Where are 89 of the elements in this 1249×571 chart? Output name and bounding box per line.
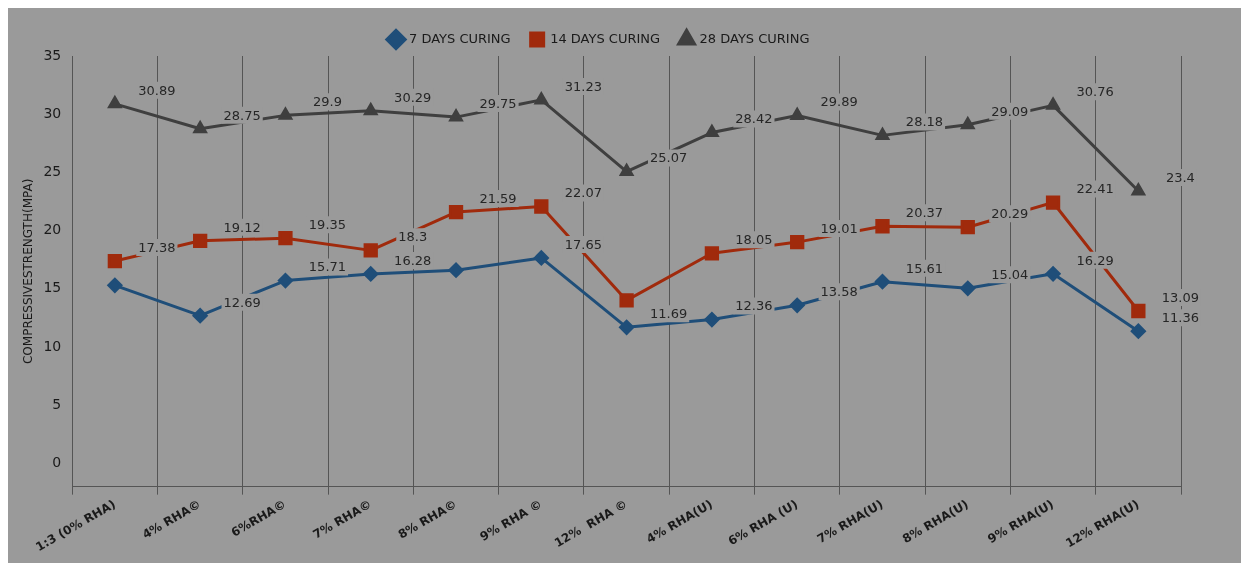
point [789, 297, 805, 313]
data-label: 19.35 [308, 217, 347, 233]
point [704, 246, 720, 261]
legend-label: 7 DAYS CURING [409, 30, 511, 46]
point [875, 219, 890, 234]
y-tick-label: 10 [43, 337, 62, 354]
data-label: 22.41 [1076, 181, 1114, 197]
data-label: 11.69 [650, 306, 688, 322]
data-label: 25.07 [650, 150, 688, 166]
point [448, 262, 464, 278]
data-label: 18.3 [398, 229, 428, 245]
point [534, 92, 549, 105]
x-tick-label: 6% RHA (U) [725, 497, 801, 549]
data-label: 23.4 [1165, 169, 1195, 185]
y-tick-label: 5 [52, 395, 62, 412]
data-label: 20.29 [991, 206, 1029, 222]
data-label: 13.58 [820, 284, 858, 300]
data-label: 17.65 [564, 236, 602, 252]
y-tick-label: 20 [43, 221, 62, 238]
point [961, 117, 975, 130]
y-tick-label: 30 [43, 104, 62, 121]
point [704, 312, 720, 328]
data-label: 16.29 [1076, 252, 1114, 268]
point [192, 233, 208, 248]
y-tick-label: 35 [43, 46, 62, 63]
point [364, 103, 378, 116]
data-label: 12.36 [735, 298, 773, 314]
point [960, 220, 975, 235]
legend-label: 28 DAYS CURING [699, 30, 810, 46]
point [705, 125, 719, 138]
legend-label: 14 DAYS CURING [550, 30, 661, 46]
data-label: 21.59 [479, 190, 517, 206]
y-tick-label: 15 [43, 279, 62, 296]
data-label: 15.04 [991, 267, 1029, 283]
data-label: 12.69 [223, 294, 261, 310]
data-label: 29.75 [479, 95, 517, 111]
data-label: 31.23 [564, 78, 602, 94]
data-label: 29.89 [820, 94, 858, 110]
data-label: 29.9 [312, 94, 342, 110]
x-tick-label: 9% RHA © [477, 497, 545, 544]
point [874, 274, 890, 290]
point [107, 277, 123, 293]
point [449, 109, 463, 122]
point [108, 96, 122, 109]
point [448, 204, 464, 220]
data-label: 15.61 [905, 260, 944, 276]
point [107, 253, 123, 269]
point [534, 199, 549, 214]
point [193, 121, 207, 134]
data-label: 11.36 [1161, 310, 1199, 326]
data-label: 19.01 [820, 220, 858, 236]
data-label: 20.37 [905, 205, 944, 221]
point [790, 107, 804, 120]
data-label: 30.76 [1076, 84, 1114, 100]
data-label: 13.09 [1161, 289, 1199, 305]
point [875, 127, 890, 140]
point [960, 280, 976, 296]
data-label: 19.12 [223, 219, 261, 235]
point [1046, 97, 1060, 110]
point [278, 231, 293, 246]
data-label: 17.38 [138, 239, 176, 255]
y-axis-title: COMPRESSIVESTRENGTH(MPA) [21, 178, 36, 365]
data-label: 29.09 [991, 103, 1029, 119]
point [1045, 195, 1061, 210]
data-label: 18.05 [735, 232, 773, 248]
point [1131, 303, 1146, 319]
point [1130, 323, 1146, 339]
data-label: 16.28 [394, 252, 432, 268]
point [790, 234, 805, 250]
point [363, 243, 378, 258]
point [192, 308, 208, 324]
point [619, 293, 634, 308]
data-label: 28.75 [223, 107, 261, 123]
point [619, 164, 634, 177]
point [1045, 266, 1061, 282]
data-label: 30.29 [394, 89, 432, 105]
point [363, 266, 379, 282]
y-tick-label: 25 [43, 163, 62, 180]
point [277, 273, 293, 289]
point [533, 250, 549, 266]
data-label: 28.18 [905, 114, 944, 130]
point [619, 319, 635, 335]
point [1131, 183, 1146, 196]
data-label: 30.89 [138, 82, 176, 98]
data-label: 28.42 [735, 111, 773, 127]
data-label: 22.07 [564, 185, 602, 201]
point [278, 107, 293, 120]
y-tick-label: 0 [52, 454, 62, 471]
data-label: 15.71 [308, 259, 347, 275]
